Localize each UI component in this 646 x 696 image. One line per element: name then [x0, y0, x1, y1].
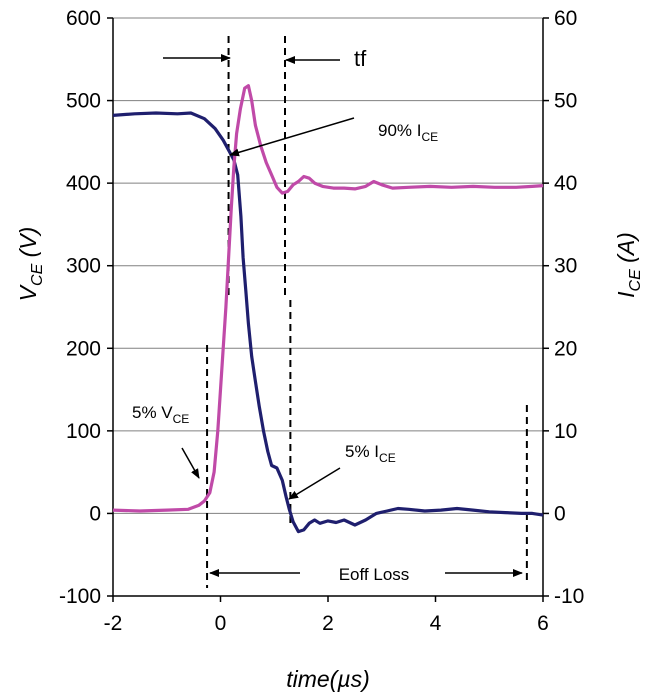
- series-group: [112, 84, 544, 534]
- eoff-label-bg: [304, 562, 444, 586]
- x-tick-label: 0: [215, 612, 227, 635]
- ice-series-line: [112, 84, 544, 513]
- annotation-arrow: [288, 467, 341, 500]
- y-right-sub: CE: [627, 269, 644, 292]
- tick-labels: 6005004003002001000-1006050403020100-10-…: [59, 7, 584, 635]
- x-tick-label: 2: [322, 612, 334, 635]
- annotation-arrow: [229, 117, 355, 157]
- y-left-main: V: [15, 283, 41, 301]
- tf-label: tf: [354, 46, 367, 71]
- y-right-tick-label: 0: [554, 502, 566, 525]
- y-left-tick-label: 500: [66, 90, 101, 113]
- y-axis-right-title: ICE (A): [613, 232, 644, 298]
- y-right-tick-label: 20: [554, 337, 577, 360]
- y-left-tick-label: 600: [66, 7, 101, 30]
- y-left-tick-label: 400: [66, 172, 101, 195]
- y-right-tick-label: 30: [554, 255, 577, 278]
- y-right-unit: (A): [613, 232, 639, 269]
- grid-lines: [113, 17, 543, 597]
- eoff-loss-label: Eoff Loss: [339, 565, 410, 584]
- y-left-tick-label: 300: [66, 255, 101, 278]
- annotation-5pct-ice: 5% ICE: [345, 442, 396, 465]
- y-right-tick-label: 40: [554, 172, 577, 195]
- x-axis-title: time(µs): [286, 666, 370, 692]
- y-right-tick-label: -10: [554, 585, 584, 608]
- y-axis-left-title: VCE (V): [15, 227, 46, 302]
- annotation-arrow: [181, 447, 200, 479]
- y-left-tick-label: -100: [59, 585, 101, 608]
- vce-series-line: [112, 111, 544, 534]
- y-left-tick-label: 200: [66, 337, 101, 360]
- y-right-tick-label: 10: [554, 420, 577, 443]
- annotation-arrows: [163, 54, 523, 577]
- x-tick-label: -2: [104, 612, 123, 635]
- axes: [107, 17, 549, 602]
- x-tick-label: 4: [430, 612, 442, 635]
- y-left-sub: CE: [29, 263, 46, 286]
- y-left-tick-label: 0: [89, 502, 101, 525]
- annotation-5pct-vce: 5% VCE: [132, 403, 189, 426]
- x-tick-label: 6: [537, 612, 549, 635]
- y-right-main: I: [613, 291, 639, 298]
- y-right-tick-label: 50: [554, 90, 577, 113]
- annotation-90pct-ice: 90% ICE: [378, 121, 438, 144]
- y-right-tick-label: 60: [554, 7, 577, 30]
- y-left-tick-label: 100: [66, 420, 101, 443]
- y-left-unit: (V): [15, 227, 41, 264]
